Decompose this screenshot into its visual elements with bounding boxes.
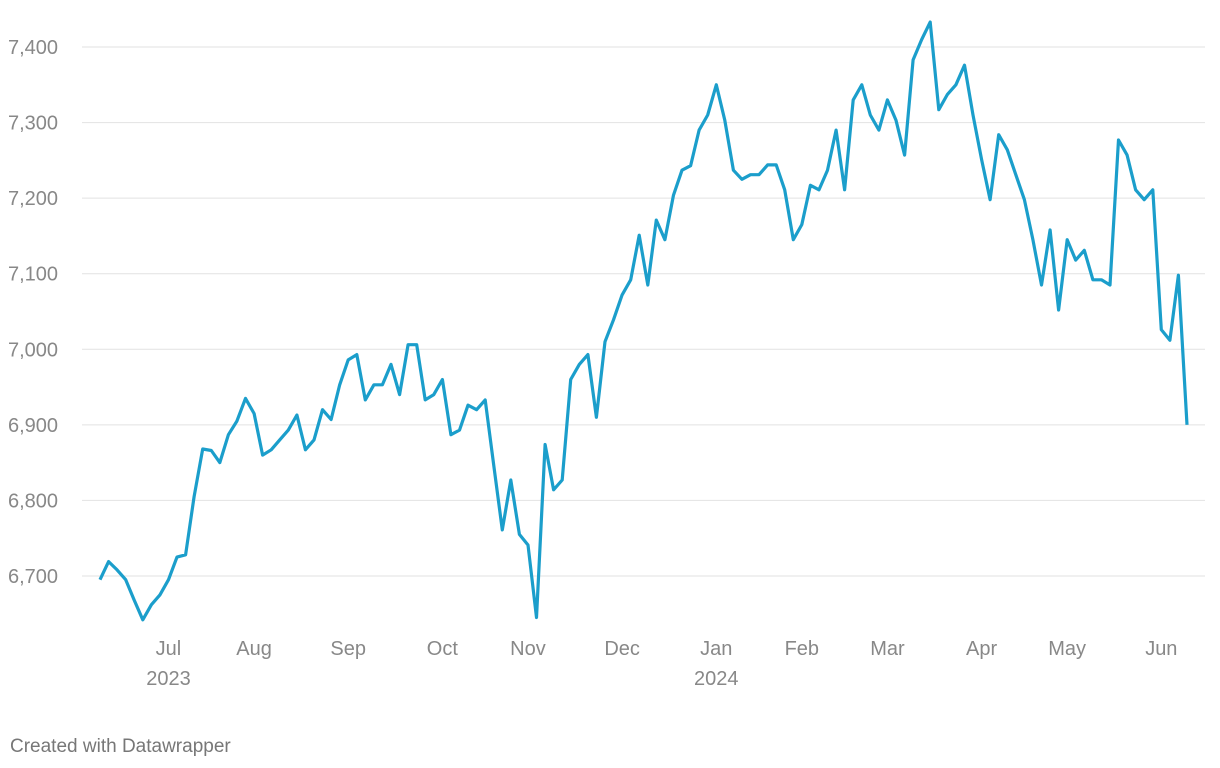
x-tick-label: Oct: [427, 638, 459, 660]
x-tick-label: Jan: [700, 638, 732, 660]
x-tick-label: Jun: [1145, 638, 1177, 660]
y-tick-label: 6,800: [8, 490, 58, 512]
y-tick-label: 7,000: [8, 339, 58, 361]
y-tick-label: 7,100: [8, 264, 58, 286]
line: [98, 20, 1189, 622]
x-tick-label: Sep: [330, 638, 366, 660]
x-tick-label: Mar: [870, 638, 905, 660]
x-tick-label: Dec: [604, 638, 640, 660]
x-tick-label: May: [1048, 638, 1086, 660]
x-tick-label: Aug: [236, 638, 272, 660]
y-tick-label: 7,300: [8, 113, 58, 135]
y-tick-label: 6,900: [8, 415, 58, 437]
x-tick-label: Nov: [510, 638, 546, 660]
x-tick-label: Apr: [966, 638, 997, 660]
x-tick-label: Feb: [785, 638, 819, 660]
footer: Created with Datawrapper: [10, 736, 231, 757]
y-tick-label: 7,400: [8, 37, 58, 59]
y-tick-label: 7,200: [8, 188, 58, 210]
x-year-label: 2024: [694, 668, 739, 690]
x-year-label: 2023: [146, 668, 191, 690]
y-tick-label: 6,700: [8, 566, 58, 588]
x-tick-label: Jul: [156, 638, 182, 660]
